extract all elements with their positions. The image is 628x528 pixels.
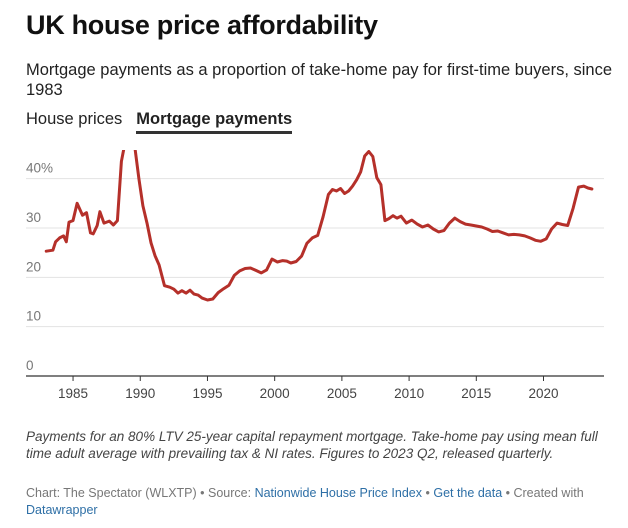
chart-subtitle: Mortgage payments as a proportion of tak… xyxy=(26,61,613,99)
x-tick-label: 2010 xyxy=(394,386,424,400)
x-tick-label: 2005 xyxy=(327,386,357,400)
x-tick-label: 1985 xyxy=(58,386,88,400)
y-tick-label: 40% xyxy=(26,161,53,176)
x-tick-label: 1990 xyxy=(125,386,155,400)
x-tick-label: 2015 xyxy=(461,386,491,400)
source-link[interactable]: Nationwide House Price Index xyxy=(254,486,423,500)
get-data-link[interactable]: Get the data xyxy=(433,486,503,500)
series-line-mortgage-payments xyxy=(44,150,594,302)
x-tick-label: 1995 xyxy=(192,386,222,400)
tab-house-prices[interactable]: House prices xyxy=(26,110,123,128)
y-tick-label: 20 xyxy=(26,259,41,274)
datawrapper-link[interactable]: Datawrapper xyxy=(26,503,98,517)
separator-2: • xyxy=(422,486,434,500)
chart-tabs: House prices Mortgage payments xyxy=(26,110,293,134)
separator-1: • xyxy=(196,486,208,500)
chart-notes: Payments for an 80% LTV 25-year capital … xyxy=(26,429,598,461)
chart-title: UK house price affordability xyxy=(26,10,378,40)
y-tick-label: 0 xyxy=(26,358,34,373)
separator-3: • xyxy=(502,486,514,500)
x-tick-label: 2000 xyxy=(260,386,290,400)
line-chart: 0 10 20 30 40% 1985 1990 1995 2000 2005 2010 2015 20… xyxy=(26,150,604,400)
y-tick-label: 10 xyxy=(26,309,41,324)
tab-mortgage-payments[interactable]: Mortgage payments xyxy=(136,110,293,134)
source-prefix: Source: xyxy=(208,486,255,500)
chart-byline: Chart: The Spectator (WLXTP) xyxy=(26,486,197,500)
x-tick-label: 2020 xyxy=(528,386,558,400)
chart-credit: Chart: The Spectator (WLXTP) • Source: N… xyxy=(26,485,616,519)
created-with-prefix: Created with xyxy=(513,486,584,500)
y-tick-label: 30 xyxy=(26,210,41,225)
